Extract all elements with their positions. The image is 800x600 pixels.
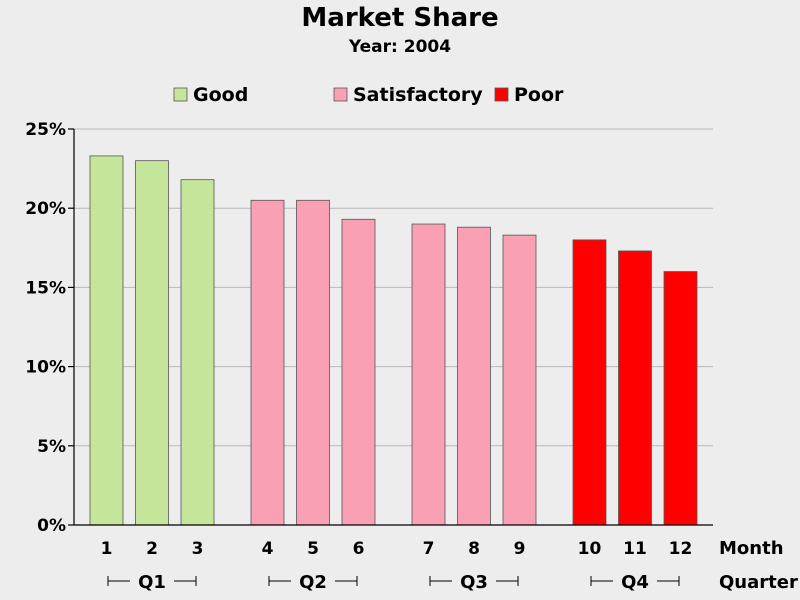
chart-subtitle: Year: 2004 <box>348 37 451 57</box>
bar-month-3 <box>180 179 215 526</box>
legend-label-satisfactory: Satisfactory <box>353 84 483 106</box>
bar-month-5 <box>296 199 330 526</box>
quarter-labels: Q1 Q2 Q3 Q4 <box>107 572 680 593</box>
quarter-group-q1: Q1 <box>107 572 197 593</box>
x-tick-label: 9 <box>514 539 526 559</box>
group-axis-label: Quarter <box>719 572 798 593</box>
bar-month-6 <box>341 218 376 526</box>
quarter-label: Q2 <box>299 572 327 593</box>
axes <box>73 129 713 526</box>
bar-month-1 <box>89 155 124 526</box>
y-tick-labels: 0% 5% 10% 15% 20% 25% <box>25 120 74 536</box>
y-tick-label: 10% <box>25 358 66 378</box>
bar-month-4 <box>250 199 285 526</box>
chart-title: Market Share <box>301 3 498 33</box>
gridlines <box>74 128 713 447</box>
quarter-label: Q3 <box>460 572 488 593</box>
bars <box>89 155 698 526</box>
bar-month-2 <box>135 160 169 526</box>
x-tick-label: 10 <box>578 539 602 559</box>
x-tick-label: 11 <box>623 539 647 559</box>
bar-month-11 <box>618 250 652 526</box>
legend-swatch-poor <box>494 87 509 102</box>
y-tick-label: 25% <box>25 120 66 140</box>
x-tick-label: 5 <box>307 539 319 559</box>
x-tick-label: 3 <box>192 539 204 559</box>
legend-swatch-satisfactory <box>333 87 348 102</box>
x-tick-label: 1 <box>101 539 113 559</box>
quarter-group-q2: Q2 <box>268 572 358 593</box>
legend-label-good: Good <box>193 84 248 106</box>
bar-month-12 <box>663 271 698 526</box>
legend-item-poor: Poor <box>494 84 564 106</box>
legend: Good Satisfactory Poor <box>173 84 564 106</box>
y-tick-label: 15% <box>25 278 66 298</box>
bar-month-10 <box>572 239 607 526</box>
y-tick-label: 5% <box>37 437 66 457</box>
quarter-group-q3: Q3 <box>429 572 519 593</box>
quarter-group-q4: Q4 <box>590 572 680 593</box>
bar-month-9 <box>502 234 537 526</box>
y-tick-label: 20% <box>25 199 66 219</box>
legend-item-good: Good <box>173 84 248 106</box>
x-tick-label: 7 <box>423 539 435 559</box>
legend-swatch-good <box>173 87 188 102</box>
x-tick-label: 6 <box>353 539 365 559</box>
bar-month-8 <box>457 226 491 526</box>
quarter-label: Q1 <box>138 572 166 593</box>
x-axis-label: Month <box>719 538 784 559</box>
x-tick-label: 2 <box>146 539 158 559</box>
y-tick-label: 0% <box>37 516 66 536</box>
x-tick-label: 12 <box>669 539 693 559</box>
quarter-label: Q4 <box>621 572 649 593</box>
x-tick-label: 4 <box>262 539 274 559</box>
x-tick-labels: 1 2 3 4 5 6 7 8 9 10 11 12 <box>101 539 693 559</box>
legend-label-poor: Poor <box>514 84 564 106</box>
bar-month-7 <box>411 223 446 526</box>
legend-item-satisfactory: Satisfactory <box>333 84 483 106</box>
x-tick-label: 8 <box>468 539 480 559</box>
